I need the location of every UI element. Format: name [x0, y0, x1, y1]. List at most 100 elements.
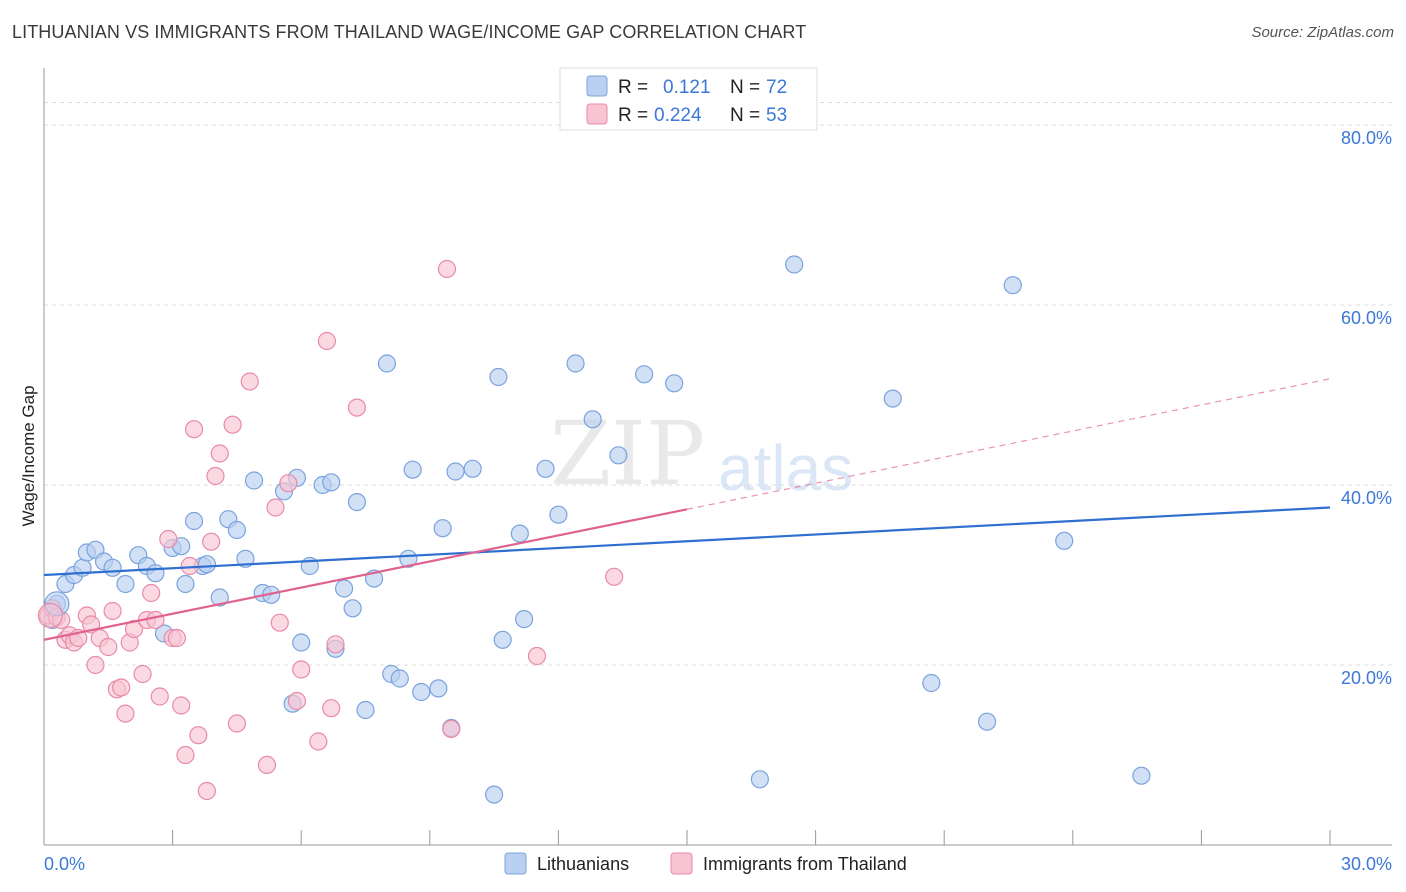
data-point [883, 389, 902, 408]
bottom-legend-lithuanians: Lithuanians [537, 854, 629, 874]
data-point [210, 588, 229, 607]
legend: R = 0.121 N = 72 R = 0.224 N = 53 [559, 67, 818, 131]
data-point [142, 583, 161, 603]
data-point [1055, 531, 1074, 550]
legend-n-value-1: 72 [766, 77, 787, 98]
data-point [493, 630, 512, 649]
data-point [343, 599, 362, 618]
chart-title: LITHUANIAN VS IMMIGRANTS FROM THAILAND W… [12, 22, 807, 42]
data-point [437, 259, 457, 279]
data-point [227, 520, 246, 540]
data-point [103, 558, 122, 577]
data-point [266, 498, 285, 517]
data-point [223, 415, 242, 434]
data-point [146, 564, 165, 583]
legend-r-value-2: 0.224 [654, 105, 702, 126]
x-tick-label: 0.0% [44, 854, 85, 874]
data-point [184, 420, 204, 439]
data-point [176, 745, 195, 765]
data-point [133, 664, 152, 684]
scatter-points [37, 255, 1151, 804]
legend-n-label-2: N = [730, 105, 760, 126]
data-point [1132, 766, 1151, 785]
data-point [116, 704, 135, 723]
legend-r-label-1: R = [618, 77, 648, 98]
data-point [334, 579, 354, 598]
axes [43, 68, 1392, 846]
data-point [635, 365, 654, 384]
y-tick-label: 40.0% [1341, 488, 1392, 508]
data-point [287, 691, 307, 711]
series-lithuanians [43, 255, 1151, 804]
legend-swatch-thailand [586, 103, 608, 125]
data-point [583, 410, 602, 429]
data-point [446, 462, 465, 481]
data-point [112, 678, 131, 697]
data-point [116, 574, 135, 594]
data-point [463, 459, 482, 478]
data-point [1003, 276, 1022, 295]
bottom-legend-swatch-lithuanians [504, 852, 527, 875]
legend-swatch-lithuanians [586, 75, 608, 97]
y-tick-labels: 20.0% 40.0% 60.0% 80.0% [1341, 128, 1392, 688]
y-tick-label: 60.0% [1341, 308, 1392, 328]
legend-r-value-1: 0.121 [663, 77, 711, 98]
data-point [322, 699, 341, 718]
x-tick-label: 30.0% [1341, 854, 1392, 874]
data-point [244, 471, 264, 490]
y-axis-label: Wage/Income Gap [19, 385, 38, 526]
watermark-atlas: atlas [718, 432, 853, 504]
data-point [347, 493, 367, 512]
data-point [412, 682, 431, 702]
data-point [227, 714, 246, 733]
y-tick-label: 80.0% [1341, 128, 1392, 148]
data-point [605, 567, 624, 586]
data-point [167, 628, 186, 648]
data-point [184, 511, 204, 531]
data-point [785, 255, 804, 274]
data-point [197, 781, 216, 801]
data-point [322, 473, 341, 492]
legend-n-label-1: N = [730, 77, 760, 98]
data-point [356, 700, 375, 720]
data-point [390, 669, 409, 688]
data-point [566, 354, 585, 373]
data-point [403, 460, 422, 479]
bottom-legend: Lithuanians Immigrants from Thailand [504, 852, 907, 875]
data-point [99, 637, 118, 657]
data-point [347, 398, 367, 417]
data-point [292, 660, 311, 679]
data-point [270, 613, 289, 632]
data-point [317, 331, 337, 351]
data-point [527, 646, 547, 666]
trend-line-thailand [43, 508, 688, 641]
data-point [159, 529, 178, 549]
x-tick-labels: 0.0% 30.0% [44, 854, 1392, 874]
data-point [103, 601, 122, 621]
data-point [86, 655, 105, 675]
data-point [489, 367, 508, 387]
data-point [429, 679, 448, 698]
data-point-large [37, 602, 64, 629]
watermark: ZIP atlas [550, 402, 853, 505]
data-point [176, 574, 195, 594]
data-point [206, 466, 225, 486]
series-thailand [39, 259, 624, 801]
data-point [172, 696, 191, 715]
legend-r-label-2: R = [618, 105, 648, 126]
data-point [377, 354, 397, 373]
data-point [510, 524, 529, 543]
y-tick-label: 20.0% [1341, 668, 1392, 688]
data-point [665, 374, 684, 393]
data-point [609, 446, 628, 465]
data-point [257, 755, 277, 775]
data-point [210, 444, 229, 463]
data-point [433, 519, 452, 538]
data-point [485, 785, 504, 804]
data-point [189, 726, 208, 745]
data-point [150, 687, 169, 706]
data-point [326, 635, 345, 654]
trend-lines [43, 378, 1331, 641]
data-point [442, 719, 461, 739]
